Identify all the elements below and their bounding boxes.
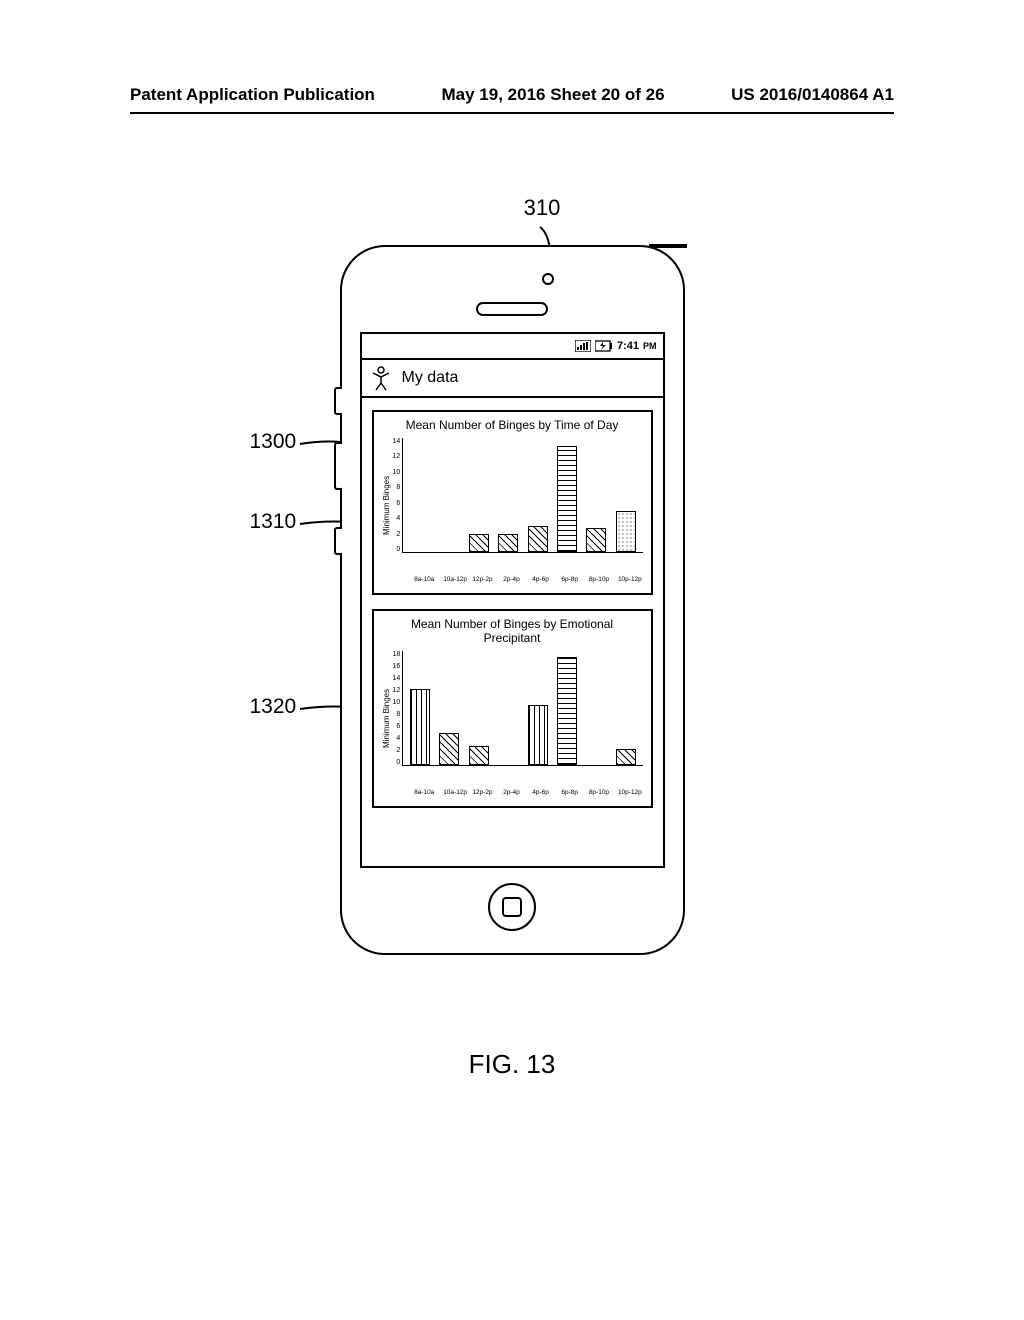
chart-1-yaxis: 14121086420	[393, 438, 403, 553]
page-header: Patent Application Publication May 19, 2…	[0, 85, 1024, 105]
bar	[528, 526, 548, 552]
chart-1-xlabels: 8a-10a10a-12p12p-2p2p-4p4p-6p6p-8p8p-10p…	[410, 576, 643, 583]
home-button-icon	[502, 897, 522, 917]
ref-1310-label: 1310	[250, 510, 297, 534]
bar	[616, 749, 636, 765]
chart-2-bars	[403, 651, 642, 765]
chart-2-plot	[402, 651, 642, 766]
header-center: May 19, 2016 Sheet 20 of 26	[442, 85, 665, 105]
person-icon	[370, 365, 392, 391]
chart-2: Mean Number of Binges by Emotional Preci…	[372, 609, 653, 808]
silent-switch[interactable]	[334, 527, 342, 555]
phone-body: 7:41 PM My data Mean Number of Binges by…	[340, 245, 685, 955]
bar	[410, 689, 430, 765]
bar	[439, 733, 459, 765]
bar	[557, 446, 577, 552]
figure-caption: FIG. 13	[0, 1049, 1024, 1080]
chart-2-xlabels: 8a-10a10a-12p12p-2p2p-4p4p-6p6p-8p8p-10p…	[410, 789, 643, 796]
header-left: Patent Application Publication	[130, 85, 375, 105]
chart-2-title: Mean Number of Binges by Emotional Preci…	[382, 617, 643, 645]
volume-down-button[interactable]	[334, 442, 342, 490]
figure-container: 310 1300 1310 1320	[0, 195, 1024, 955]
chart-1-ylabel: Minimum Binges	[382, 438, 391, 573]
bar	[557, 657, 577, 765]
front-camera	[542, 273, 554, 285]
bar	[469, 534, 489, 552]
bar	[528, 705, 548, 765]
bar	[498, 534, 518, 552]
screen: 7:41 PM My data Mean Number of Binges by…	[360, 332, 665, 868]
power-button[interactable]	[649, 244, 687, 248]
chart-2-ylabel: Minimum Binges	[382, 651, 391, 786]
ref-1300-label: 1300	[250, 430, 297, 454]
phone-wrapper: 1300 1310 1320	[340, 245, 685, 955]
content-area: Mean Number of Binges by Time of Day Min…	[362, 398, 663, 834]
chart-1: Mean Number of Binges by Time of Day Min…	[372, 410, 653, 595]
speaker-grille	[476, 302, 548, 316]
ref-310-label: 310	[524, 195, 561, 221]
battery-icon	[595, 340, 613, 352]
bar	[616, 511, 636, 552]
header-right: US 2016/0140864 A1	[731, 85, 894, 105]
status-time: 7:41	[617, 340, 639, 352]
app-title: My data	[402, 369, 459, 387]
header-rule	[130, 112, 894, 114]
chart-1-plot	[402, 438, 642, 553]
app-header: My data	[362, 360, 663, 398]
volume-up-button[interactable]	[334, 387, 342, 415]
chart-1-title: Mean Number of Binges by Time of Day	[382, 418, 643, 432]
status-bar: 7:41 PM	[362, 334, 663, 360]
chart-1-bars	[403, 438, 642, 552]
bar	[586, 528, 606, 552]
ref-1320-label: 1320	[250, 695, 297, 719]
signal-icon	[575, 340, 591, 352]
chart-2-yaxis: 181614121086420	[393, 651, 403, 766]
status-period: PM	[643, 341, 657, 351]
home-button[interactable]	[488, 883, 536, 931]
bar	[469, 746, 489, 765]
